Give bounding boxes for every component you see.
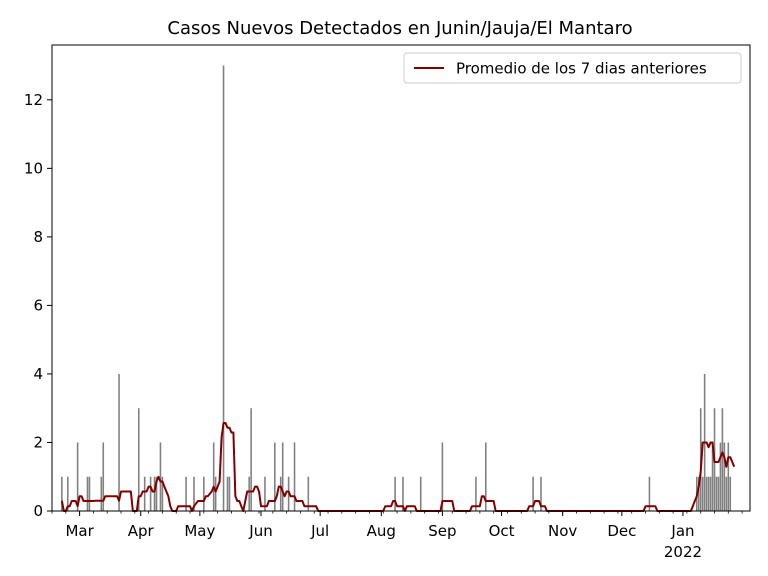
x-tick-label-1: Apr [128, 522, 155, 540]
bar-21 [226, 476, 229, 511]
bar-17 [203, 476, 205, 511]
x-tick-label-3: Jun [248, 522, 272, 540]
bar-40 [648, 476, 651, 511]
legend-box [403, 52, 742, 84]
bar-1 [66, 476, 69, 511]
bar-2 [76, 442, 79, 511]
x-tick-label-6: Sep [428, 522, 456, 540]
bar-16 [193, 476, 195, 511]
bar-44 [701, 476, 704, 511]
bar-24 [250, 408, 252, 511]
bar-27 [279, 476, 282, 511]
y-tick-label-1: 2 [33, 433, 43, 451]
bar-52 [717, 476, 720, 511]
bar-30 [293, 442, 296, 511]
bar-49 [711, 442, 714, 511]
bar-54 [721, 408, 724, 511]
bar-32 [394, 476, 396, 511]
bar-36 [475, 476, 477, 511]
bar-48 [709, 476, 712, 511]
x-tick-sublabel-10: 2022 [664, 543, 702, 561]
bar-46 [705, 476, 708, 511]
bar-53 [719, 442, 722, 511]
bar-10 [149, 476, 152, 511]
bar-31 [307, 476, 310, 511]
y-tick-label-0: 0 [33, 502, 43, 520]
average-line [60, 421, 736, 512]
bar-19 [214, 476, 217, 511]
y-tick-label-6: 12 [24, 91, 43, 109]
bar-39 [540, 476, 542, 511]
bars-group [61, 65, 732, 511]
x-tick-label-10: Jan [670, 522, 694, 540]
x-axis: Mar Apr May Jun Jul Aug Sep Oct Nov Dec Jan 2022 [51, 511, 743, 561]
bar-15 [185, 476, 187, 511]
x-tick-label-4: Jul [310, 522, 329, 540]
bar-9 [143, 476, 146, 511]
plot-frame [51, 44, 751, 512]
bar-13 [159, 442, 162, 511]
bar-57 [727, 442, 730, 511]
bar-18 [212, 442, 215, 511]
bar-35 [441, 442, 444, 511]
bar-28 [281, 442, 284, 511]
bar-12 [155, 476, 158, 511]
bar-6 [102, 442, 105, 511]
bar-25 [264, 476, 266, 511]
bar-34 [419, 476, 422, 511]
chart-title: Casos Nuevos Detectados en Junin/Jauja/E… [167, 18, 632, 39]
bar-4 [88, 476, 91, 511]
legend-label: Promedio de los 7 dias anteriores [456, 60, 707, 78]
bar-11 [153, 476, 156, 511]
bar-38 [532, 476, 534, 511]
x-tick-label-8: Nov [548, 522, 577, 540]
bar-20 [222, 65, 225, 511]
x-tick-label-7: Oct [489, 522, 515, 540]
bar-56 [725, 476, 728, 511]
bar-14 [161, 476, 164, 511]
bar-55 [723, 442, 726, 511]
bar-58 [729, 476, 732, 511]
bar-5 [100, 476, 103, 511]
y-tick-label-4: 8 [33, 228, 43, 246]
x-tick-label-0: Mar [65, 522, 94, 540]
x-tick-label-5: Aug [367, 522, 396, 540]
legend: Promedio de los 7 dias anteriores [403, 52, 742, 84]
bar-3 [86, 476, 89, 511]
bar-47 [707, 476, 710, 511]
bar-0 [61, 476, 63, 511]
bar-33 [402, 476, 404, 511]
y-tick-label-3: 6 [33, 296, 43, 314]
bar-26 [274, 442, 276, 511]
bar-37 [485, 442, 487, 511]
bar-42 [697, 476, 700, 511]
bar-51 [715, 476, 718, 511]
bar-7 [118, 373, 120, 511]
x-tick-label-9: Dec [607, 522, 636, 540]
bar-23 [248, 476, 250, 511]
bar-8 [137, 408, 140, 511]
y-tick-label-5: 10 [24, 159, 43, 177]
y-axis: 0 2 4 6 8 10 12 [24, 91, 52, 520]
bar-22 [228, 476, 231, 511]
y-tick-label-2: 4 [33, 365, 43, 383]
x-tick-label-2: May [184, 522, 215, 540]
line-layer [60, 421, 736, 512]
